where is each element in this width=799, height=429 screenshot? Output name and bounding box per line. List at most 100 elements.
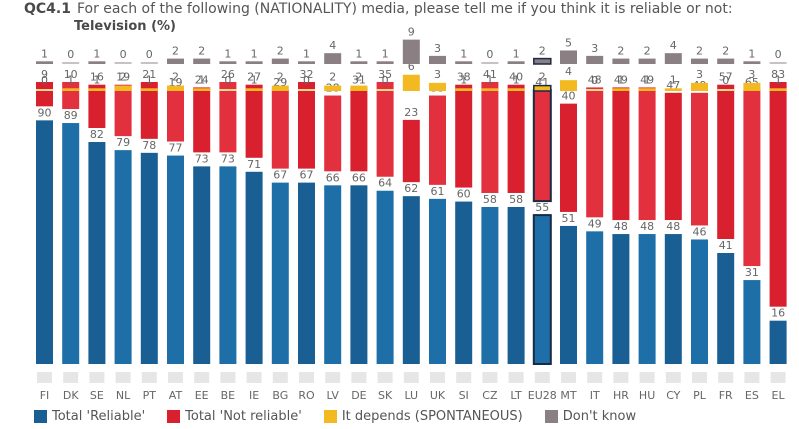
label-reliable-EU28: 55 [535,201,549,214]
bar-reliable-EE [193,166,211,364]
bar-reliable-AT [167,155,184,364]
country-label-SK: SK [378,389,393,402]
bar-reliable-HU [638,234,656,364]
bar-not-reliable-CY [664,92,682,221]
bar-not-reliable-SI [455,84,473,188]
bar-dont-know-HU [638,58,656,64]
country-label-BG: BG [272,389,288,402]
label-dont-know-LU: 9 [408,26,415,39]
bar-not-reliable-DE [350,87,368,172]
label-reliable-DK: 89 [64,109,78,122]
label-dont-know-LV: 4 [329,39,336,52]
legend-swatch-not-reliable [167,410,181,423]
label-depends-CY: 1 [670,73,677,86]
flag-icon-SE [89,372,105,383]
bar-depends-EL [769,88,787,91]
label-not-reliable-IT: 48 [588,73,602,86]
bar-dont-know-HR [612,58,630,64]
label-dont-know-UK: 3 [434,42,441,55]
flag-icon-SI [456,372,472,383]
country-label-RO: RO [298,389,315,402]
label-dont-know-EE: 2 [198,45,205,58]
bar-not-reliable-HR [612,87,630,221]
bar-reliable-BE [219,166,237,364]
label-not-reliable-DE: 31 [352,73,366,86]
bar-dont-know-IE [245,61,263,64]
bar-not-reliable-HU [638,87,656,221]
country-label-CZ: CZ [482,389,498,402]
bar-depends-EE [193,88,211,91]
label-reliable-UK: 61 [431,185,445,198]
bar-reliable-CZ [481,206,499,364]
bar-not-reliable-IE [245,84,263,158]
label-depends-EU28: 2 [539,71,546,84]
label-reliable-LT: 58 [509,193,523,206]
label-depends-FR: 0 [722,74,729,87]
label-depends-LV: 2 [329,71,336,84]
label-depends-FI: 0 [41,74,48,87]
bar-reliable-DK [62,123,80,364]
bar-not-reliable-CZ [481,81,499,193]
flag-icon-IT [587,372,603,383]
country-label-BE: BE [221,389,236,402]
label-dont-know-SI: 1 [460,47,467,60]
legend-label: It depends (SPONTANEOUS) [341,409,523,424]
label-not-reliable-LU: 23 [404,106,418,119]
label-dont-know-PL: 2 [696,45,703,58]
bar-not-reliable-LT [507,84,525,193]
label-dont-know-EU28: 2 [539,45,546,58]
label-reliable-DE: 66 [352,171,366,184]
legend-label: Total 'Not reliable' [185,409,302,424]
label-reliable-ES: 31 [745,266,759,279]
flag-icon-MT [561,372,576,383]
flag-icon-LT [508,372,524,383]
label-dont-know-EL: 0 [775,48,782,61]
flag-icon-HU [639,372,655,383]
label-reliable-BG: 67 [273,169,287,182]
bar-reliable-IE [245,171,263,364]
label-reliable-SI: 60 [457,188,471,201]
label-not-reliable-NL: 19 [116,71,130,84]
country-label-LU: LU [404,389,418,402]
bar-dont-know-BG [271,58,289,64]
legend-item-dont-know: Don't know [544,409,636,424]
bar-not-reliable-LV [324,95,342,172]
label-dont-know-IT: 3 [591,42,598,55]
bar-reliable-PT [140,152,158,364]
flag-icon-CZ [482,372,498,383]
bar-depends-DE [350,85,368,91]
label-dont-know-FR: 2 [722,45,729,58]
label-reliable-HR: 48 [614,220,628,233]
label-dont-know-LT: 1 [513,47,520,60]
question-text: For each of the following (NATIONALITY) … [76,1,733,17]
bar-depends-HU [638,88,656,91]
bar-reliable-UK [429,198,446,364]
label-dont-know-MT: 5 [565,36,572,49]
label-depends-AT: 2 [172,71,179,84]
legend-swatch-dont-know [544,410,558,423]
flag-icon-ES [744,372,760,383]
bar-dont-know-ES [743,61,761,64]
bar-reliable-FR [717,253,735,364]
chart-title: QC4.1 For each of the following (NATIONAL… [24,1,733,17]
bar-dont-know-FI [36,61,53,64]
flag-icon-HR [613,372,629,383]
bar-reliable-EL [769,320,787,364]
label-dont-know-SE: 1 [93,47,100,60]
bar-reliable-NL [114,150,132,364]
label-not-reliable-MT: 40 [562,90,576,103]
label-not-reliable-BE: 26 [221,68,235,81]
bar-depends-UK [429,82,446,91]
bar-depends-MT [560,80,577,91]
flag-icon-FI [37,372,52,383]
bar-depends-EU28 [533,84,552,92]
country-label-HR: HR [613,389,629,402]
label-reliable-NL: 79 [116,136,130,149]
bar-reliable-PL [691,239,708,364]
label-depends-RO: 0 [303,74,310,87]
bar-dont-know-MT [560,50,577,64]
country-label-MT: MT [560,389,576,402]
country-label-IE: IE [249,389,259,402]
bar-dont-know-DK [62,62,80,64]
